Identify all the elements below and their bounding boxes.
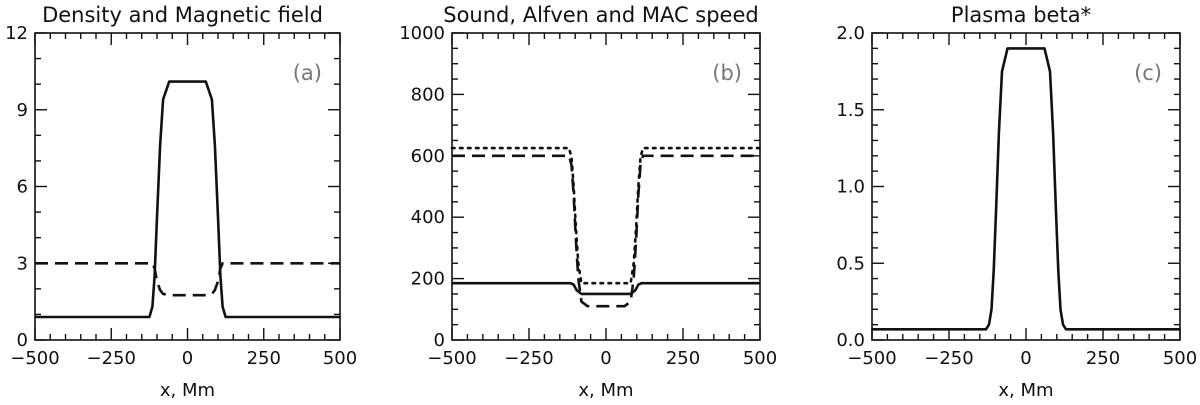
- x-tick-label: 250: [247, 348, 281, 369]
- x-tick-label: 500: [323, 348, 357, 369]
- y-tick-label: 0: [434, 330, 445, 351]
- y-tick-label: 3: [17, 253, 28, 274]
- x-tick-label: 250: [1086, 348, 1120, 369]
- chart-title: Plasma beta*: [951, 3, 1091, 27]
- y-tick-label: 9: [17, 100, 28, 121]
- series-line-solid: [872, 47, 1180, 331]
- x-axis-label: x, Mm: [998, 380, 1053, 401]
- x-tick-label: −250: [504, 348, 553, 369]
- y-tick-label: 0: [17, 330, 28, 351]
- chart-panel-3: Plasma beta* −500 −250 0 250 500 0.0 0.5 1.0 1.5 2…: [836, 3, 1197, 401]
- series-line-dashed: [452, 154, 760, 308]
- x-tick-label: −500: [847, 348, 896, 369]
- y-tick-label: 800: [411, 84, 445, 105]
- x-tick-label: −250: [924, 348, 973, 369]
- y-tick-label: 6: [17, 177, 28, 198]
- series-line-solid: [35, 80, 340, 319]
- x-tick-label: −250: [87, 348, 136, 369]
- series-line-dashed: [35, 262, 340, 297]
- series-line-solid: [452, 281, 760, 296]
- x-tick-label: 250: [666, 348, 700, 369]
- x-axis-label: x, Mm: [578, 380, 633, 401]
- x-axis-label: x, Mm: [160, 380, 215, 401]
- panel-label: (b): [712, 61, 742, 85]
- y-tick-label: 200: [411, 269, 445, 290]
- panel-label: (a): [293, 61, 322, 85]
- y-tick-label: 1.0: [836, 177, 865, 198]
- y-tick-label: 0.5: [836, 253, 865, 274]
- chart-title: Sound, Alfven and MAC speed: [443, 3, 758, 27]
- x-tick-label: 0: [182, 348, 193, 369]
- y-tick-label: 12: [5, 23, 28, 44]
- x-tick-label: −500: [427, 348, 476, 369]
- x-tick-label: 0: [1020, 348, 1031, 369]
- y-tick-label: 1000: [399, 23, 445, 44]
- y-tick-label: 0.0: [836, 330, 865, 351]
- y-tick-label: 2.0: [836, 23, 865, 44]
- y-tick-label: 1.5: [836, 100, 865, 121]
- y-tick-label: 600: [411, 146, 445, 167]
- chart-panel-1: Density and Magnetic field −500 −250 0 250 50…: [5, 3, 357, 401]
- x-tick-label: 500: [1163, 348, 1197, 369]
- x-tick-label: 500: [743, 348, 777, 369]
- chart-panel-2: Sound, Alfven and MAC speed −500 −250 0 250 5…: [399, 3, 777, 401]
- series-line-dotted: [450, 146, 762, 285]
- chart-title: Density and Magnetic field: [42, 3, 323, 27]
- x-tick-label: −500: [10, 348, 59, 369]
- y-tick-label: 400: [411, 207, 445, 228]
- panel-label: (c): [1134, 61, 1162, 85]
- x-tick-label: 0: [600, 348, 611, 369]
